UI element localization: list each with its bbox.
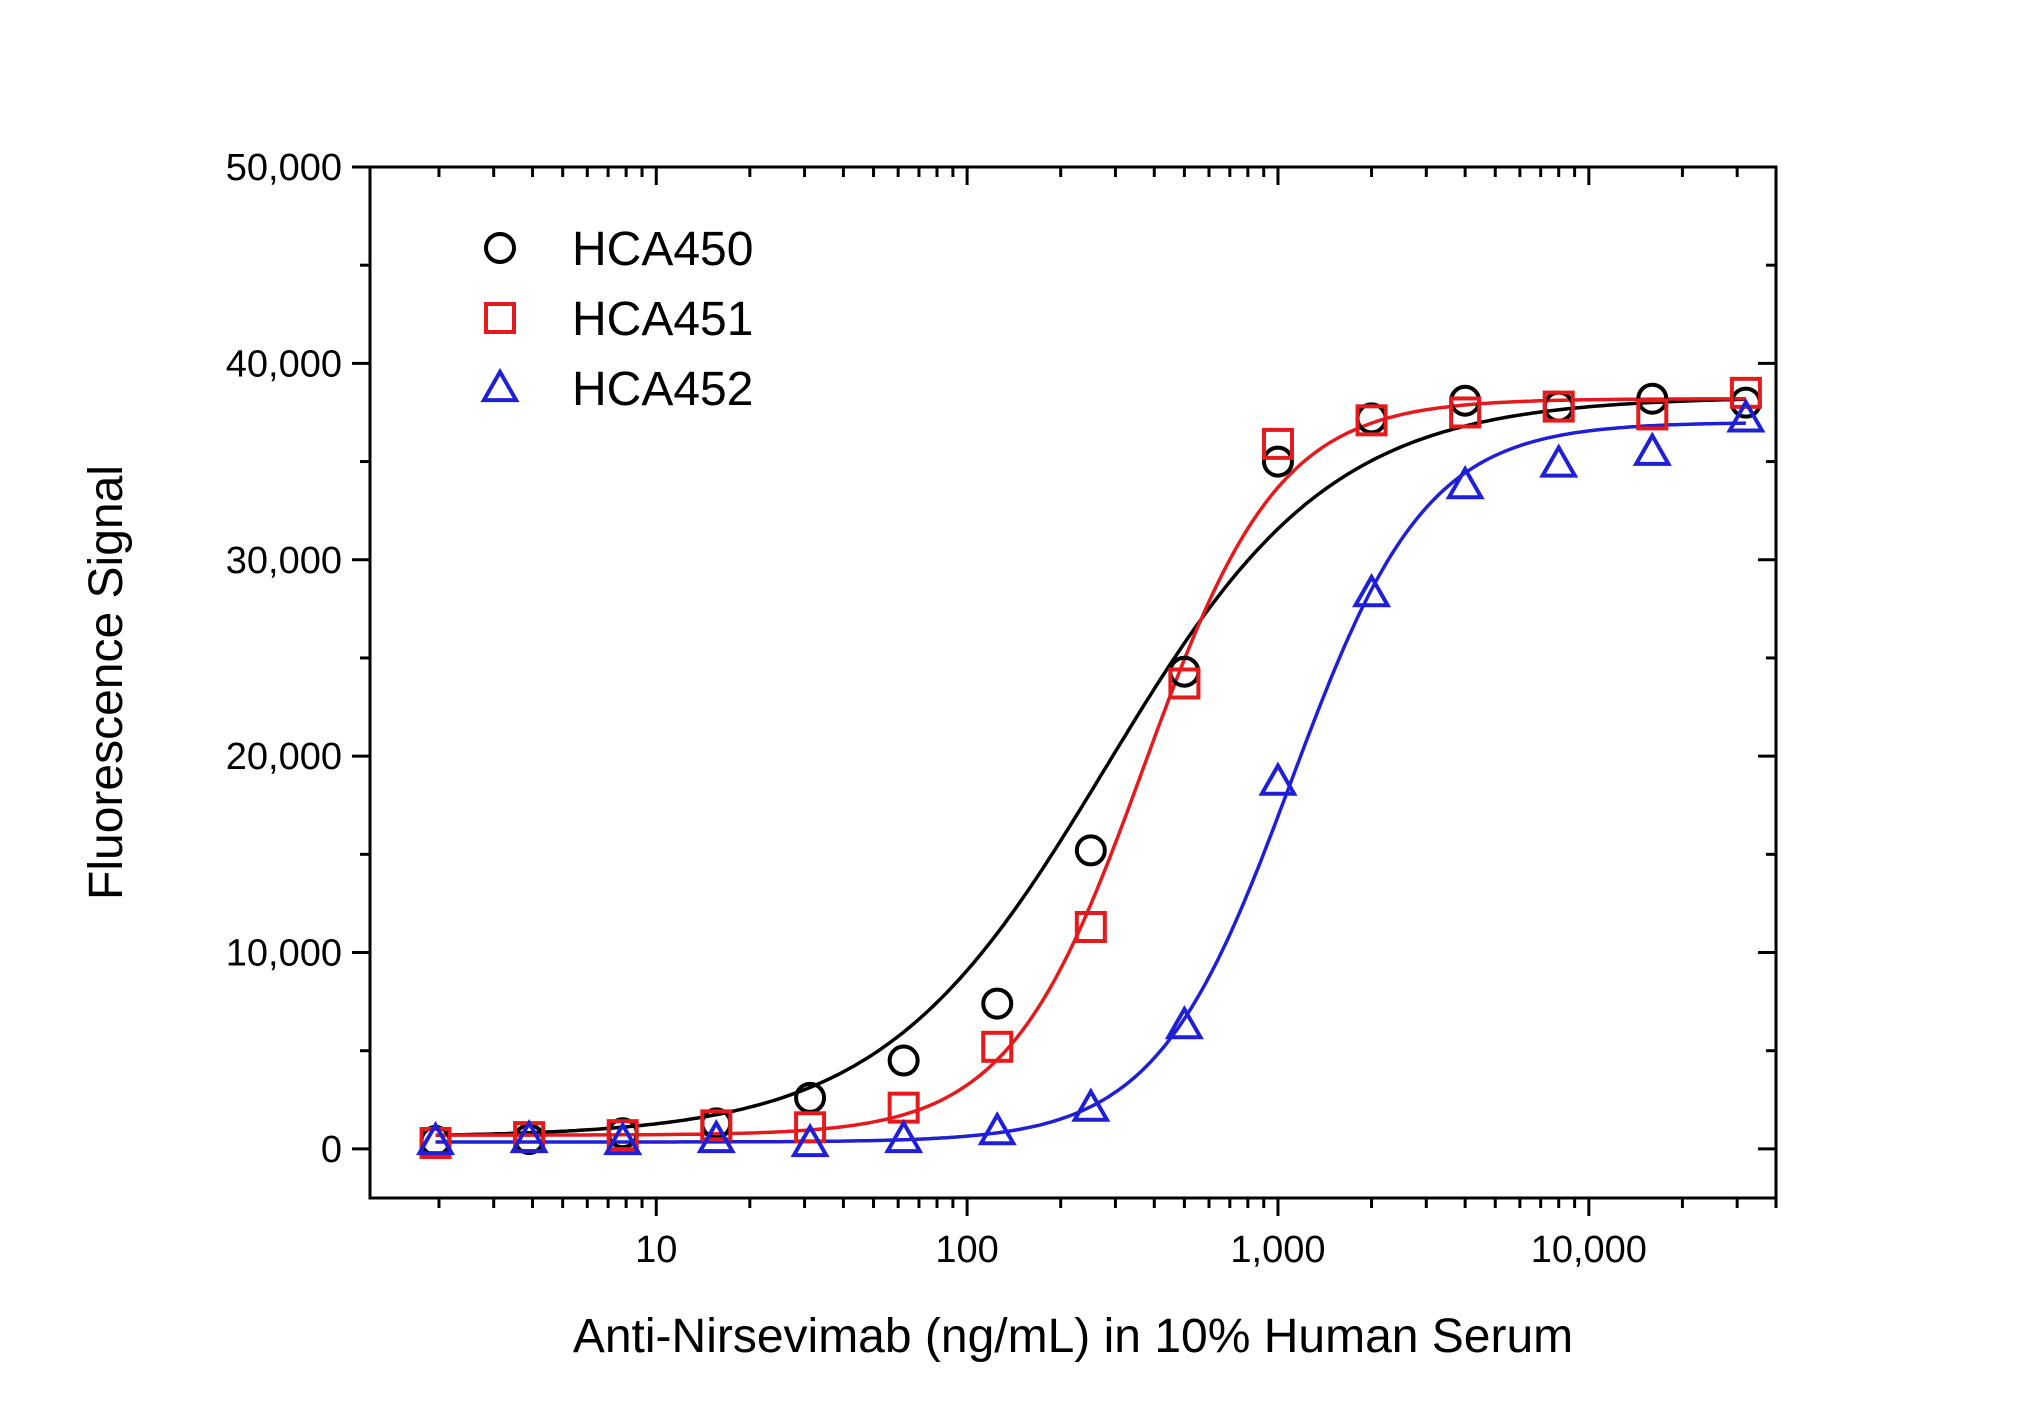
point-HCA451	[981, 1030, 1014, 1063]
point-HCA451	[794, 1111, 827, 1144]
point-HCA451	[1168, 667, 1201, 700]
point-HCA450	[1542, 390, 1575, 423]
point-HCA450	[1261, 445, 1294, 478]
point-HCA452	[1539, 443, 1579, 478]
point-HCA452	[1445, 465, 1485, 500]
point-HCA452	[509, 1118, 549, 1154]
point-HCA452	[1352, 573, 1392, 608]
x-tick-label: 10	[635, 1229, 677, 1271]
point-HCA452	[1632, 431, 1672, 466]
point-HCA452	[790, 1122, 830, 1158]
point-HCA450	[981, 987, 1014, 1020]
legend-label: HCA452	[572, 363, 753, 416]
point-HCA450	[1074, 834, 1107, 867]
x-axis-title: Anti-Nirsevimab (ng/mL) in 10% Human Ser…	[573, 1310, 1573, 1363]
legend-marker-HCA450	[484, 232, 516, 264]
fit-curve-HCA450	[435, 397, 1746, 1137]
legend-marker-HCA452	[480, 367, 520, 403]
point-HCA451	[1729, 376, 1762, 409]
legend-marker-HCA451	[484, 302, 516, 334]
point-HCA451	[1261, 427, 1294, 460]
legend-label: HCA451	[572, 293, 753, 346]
y-tick-label: 20,000	[226, 736, 342, 778]
point-HCA451	[700, 1109, 733, 1142]
point-HCA452	[1258, 761, 1298, 796]
point-HCA450	[887, 1044, 920, 1077]
y-tick-label: 30,000	[226, 540, 342, 582]
fit-curve-HCA451	[435, 397, 1746, 1137]
axes: 0 10,000 20,000 30,000 40,000 50,000 10 100 1,00…	[226, 147, 1778, 1271]
legend-label: HCA450	[572, 223, 753, 276]
legend: HCA450 HCA451 HCA452	[480, 223, 753, 416]
x-tick-label: 1,000	[1230, 1229, 1325, 1271]
point-HCA452	[1071, 1087, 1111, 1122]
point-HCA452	[1726, 398, 1766, 433]
y-tick-label: 50,000	[226, 147, 342, 189]
x-tick-label: 10,000	[1531, 1229, 1647, 1271]
point-HCA451	[1636, 398, 1669, 431]
y-tick-label: 40,000	[226, 343, 342, 385]
y-axis-title: Fluorescence Signal	[80, 465, 133, 900]
data-points	[416, 376, 1766, 1160]
y-tick-label: 10,000	[226, 933, 342, 975]
plot-frame	[368, 165, 1778, 1200]
point-HCA452	[977, 1111, 1017, 1146]
point-HCA451	[1074, 910, 1107, 943]
y-tick-label: 0	[321, 1129, 342, 1171]
point-HCA452	[603, 1120, 643, 1156]
point-HCA452	[884, 1118, 924, 1154]
point-HCA451	[419, 1127, 452, 1160]
point-HCA450	[1449, 384, 1482, 417]
point-HCA452	[696, 1118, 736, 1154]
point-HCA451	[1449, 396, 1482, 429]
point-HCA451	[1542, 390, 1575, 423]
point-HCA452	[416, 1120, 456, 1156]
fit-curves	[435, 397, 1746, 1144]
point-HCA452	[1164, 1005, 1204, 1040]
x-tick-label: 100	[935, 1229, 998, 1271]
point-HCA451	[1355, 404, 1388, 437]
fit-curve-HCA452	[435, 421, 1746, 1144]
